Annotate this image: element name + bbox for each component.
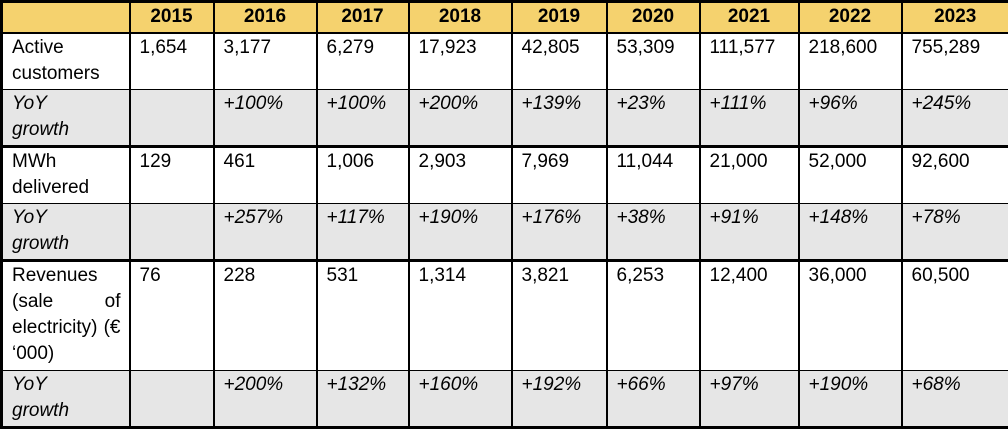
value-cell: +148% xyxy=(799,203,902,260)
year-header-cell: 2016 xyxy=(214,2,317,33)
value-cell: 11,044 xyxy=(607,146,700,203)
value-cell: 218,600 xyxy=(799,33,902,90)
value-cell: +117% xyxy=(317,203,409,260)
corner-header-cell xyxy=(2,2,130,33)
value-cell: 3,821 xyxy=(512,260,607,370)
year-header-cell: 2020 xyxy=(607,2,700,33)
value-cell: +190% xyxy=(799,370,902,427)
value-cell: 3,177 xyxy=(214,33,317,90)
value-cell: +66% xyxy=(607,370,700,427)
value-cell: +132% xyxy=(317,370,409,427)
value-cell: 12,400 xyxy=(700,260,799,370)
value-cell: +245% xyxy=(902,89,1008,146)
value-cell: +200% xyxy=(214,370,317,427)
value-cell: 6,279 xyxy=(317,33,409,90)
value-cell: 129 xyxy=(130,146,214,203)
row-label-cell: Active customers xyxy=(2,33,130,90)
year-header-cell: 2017 xyxy=(317,2,409,33)
row-label-cell: YoY growth xyxy=(2,89,130,146)
row-label-cell: Revenues (sale of electricity) (€ ‘000) xyxy=(2,260,130,370)
value-cell: 1,006 xyxy=(317,146,409,203)
value-cell: +100% xyxy=(317,89,409,146)
value-cell: 53,309 xyxy=(607,33,700,90)
year-header-cell: 2015 xyxy=(130,2,214,33)
row-label-cell: YoY growth xyxy=(2,370,130,427)
metric-row: Revenues (sale of electricity) (€ ‘000)7… xyxy=(2,260,1008,370)
value-cell: +111% xyxy=(700,89,799,146)
value-cell: +190% xyxy=(409,203,512,260)
value-cell: +78% xyxy=(902,203,1008,260)
value-cell: +176% xyxy=(512,203,607,260)
value-cell: 7,969 xyxy=(512,146,607,203)
value-cell: 21,000 xyxy=(700,146,799,203)
value-cell: +97% xyxy=(700,370,799,427)
value-cell: 2,903 xyxy=(409,146,512,203)
value-cell: +68% xyxy=(902,370,1008,427)
value-cell xyxy=(130,370,214,427)
value-cell: +139% xyxy=(512,89,607,146)
value-cell: +38% xyxy=(607,203,700,260)
year-header-cell: 2022 xyxy=(799,2,902,33)
yoy-growth-row: YoY growth+100%+100%+200%+139%+23%+111%+… xyxy=(2,89,1008,146)
year-header-cell: 2018 xyxy=(409,2,512,33)
value-cell: 461 xyxy=(214,146,317,203)
value-cell: 76 xyxy=(130,260,214,370)
value-cell: +200% xyxy=(409,89,512,146)
value-cell: 52,000 xyxy=(799,146,902,203)
value-cell: 1,654 xyxy=(130,33,214,90)
year-header-cell: 2021 xyxy=(700,2,799,33)
value-cell: +23% xyxy=(607,89,700,146)
value-cell: 111,577 xyxy=(700,33,799,90)
row-label-cell: YoY growth xyxy=(2,203,130,260)
value-cell: 42,805 xyxy=(512,33,607,90)
yoy-growth-row: YoY growth +200%+132%+160%+192%+66%+97%+1… xyxy=(2,370,1008,427)
value-cell: 755,289 xyxy=(902,33,1008,90)
value-cell: +192% xyxy=(512,370,607,427)
value-cell: +100% xyxy=(214,89,317,146)
value-cell xyxy=(130,203,214,260)
value-cell: 60,500 xyxy=(902,260,1008,370)
value-cell: +91% xyxy=(700,203,799,260)
year-header-cell: 2023 xyxy=(902,2,1008,33)
value-cell: +96% xyxy=(799,89,902,146)
value-cell: 1,314 xyxy=(409,260,512,370)
value-cell: 92,600 xyxy=(902,146,1008,203)
year-header-cell: 2019 xyxy=(512,2,607,33)
value-cell: 17,923 xyxy=(409,33,512,90)
value-cell: +257% xyxy=(214,203,317,260)
value-cell xyxy=(130,89,214,146)
value-cell: +160% xyxy=(409,370,512,427)
row-label-cell: MWh delivered xyxy=(2,146,130,203)
value-cell: 531 xyxy=(317,260,409,370)
value-cell: 228 xyxy=(214,260,317,370)
value-cell: 6,253 xyxy=(607,260,700,370)
value-cell: 36,000 xyxy=(799,260,902,370)
yoy-growth-row: YoY growth +257%+117%+190%+176%+38%+91%+1… xyxy=(2,203,1008,260)
